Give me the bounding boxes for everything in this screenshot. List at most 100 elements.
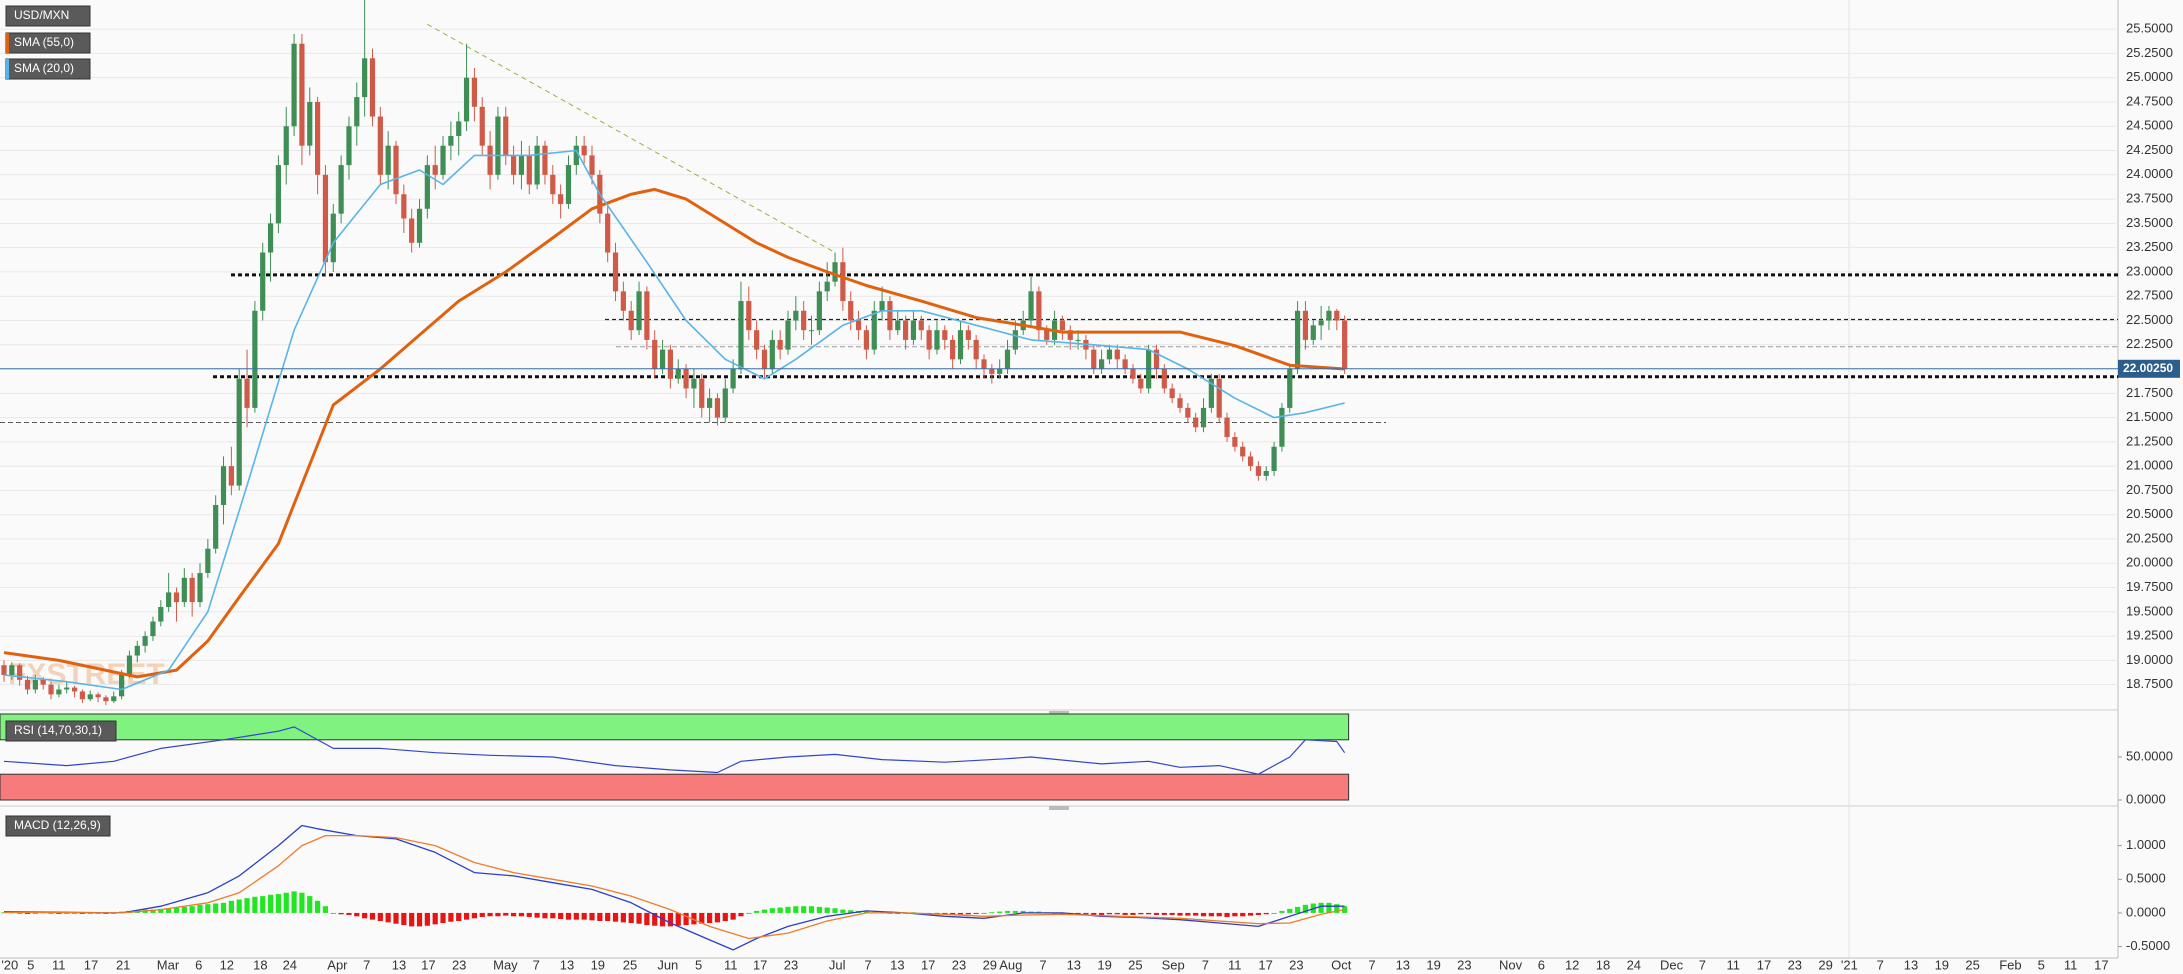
histogram-bar [1083, 912, 1089, 915]
x-tick-label: Feb [1999, 957, 2021, 972]
candle-body [1075, 339, 1081, 341]
candle-body [518, 155, 525, 175]
histogram-bar [511, 912, 517, 917]
candle-body [1, 665, 7, 675]
candle-body [605, 213, 611, 253]
histogram-bar [612, 912, 619, 922]
candle-body [1310, 325, 1316, 340]
candle-body [1302, 310, 1309, 340]
x-tick-label: 17 [421, 957, 435, 972]
histogram-bar [707, 912, 713, 924]
candle-body [534, 145, 540, 185]
candle-body [589, 155, 595, 175]
histogram-bar [1012, 910, 1018, 913]
histogram-bar [471, 912, 477, 919]
histogram-bar [989, 912, 995, 914]
candle-body [691, 378, 697, 389]
y-tick-label: 23.2500 [2126, 239, 2173, 254]
x-tick-label: Sep [1162, 957, 1185, 972]
y-tick-label: 24.0000 [2126, 166, 2173, 181]
histogram-bar [166, 908, 172, 913]
candle-body [330, 213, 336, 263]
candle-body [511, 155, 517, 175]
histogram-bar [79, 912, 85, 914]
candle-body [1263, 471, 1269, 476]
candle-body [644, 291, 650, 340]
candle-body [166, 592, 172, 607]
x-tick-label: 7 [1202, 957, 1209, 972]
histogram-bar [213, 903, 219, 913]
candle-body [581, 145, 587, 156]
candle-body [17, 665, 23, 680]
histogram-bar [777, 907, 783, 913]
candle-body [1200, 407, 1207, 428]
histogram-bar [950, 912, 956, 915]
legend-swatch [6, 59, 9, 79]
histogram-bar [173, 907, 180, 913]
candle-body [236, 378, 242, 486]
histogram-bar [1130, 912, 1136, 915]
histogram-bar [322, 906, 329, 913]
candle-body [1224, 417, 1230, 438]
candle-body [252, 310, 258, 408]
candle-body [64, 687, 70, 690]
candle-body [981, 359, 987, 370]
histogram-bar [730, 912, 736, 920]
candle-body [887, 301, 893, 331]
candle-body [612, 252, 619, 292]
resize-handle[interactable] [1049, 711, 1069, 715]
x-tick-label: 12 [1565, 957, 1579, 972]
x-tick-label: 5 [27, 957, 34, 972]
resize-handle[interactable] [1049, 806, 1069, 810]
candle-body [173, 592, 180, 603]
candle-body [1161, 369, 1167, 389]
histogram-bar [699, 912, 705, 924]
histogram-bar [518, 912, 525, 917]
legend-label: MACD (12,26,9) [14, 818, 101, 832]
x-tick-label: 24 [283, 957, 297, 972]
candle-body [714, 398, 721, 418]
indicator-line [3, 149, 1345, 691]
histogram-bar [1247, 912, 1254, 916]
histogram-bar [369, 912, 376, 920]
histogram-bar [1004, 910, 1011, 913]
x-tick-label: 5 [2038, 957, 2045, 972]
histogram-bar [848, 910, 854, 913]
candle-body [659, 349, 666, 370]
y-tick-label: 25.5000 [2126, 21, 2173, 36]
candle-body [299, 43, 305, 146]
histogram-bar [957, 912, 964, 915]
histogram-bar [95, 912, 101, 914]
histogram-bar [636, 912, 642, 924]
x-tick-label: 19 [591, 957, 605, 972]
candle-body [409, 218, 415, 243]
x-tick-label: 11 [52, 957, 66, 972]
x-tick-label: '21 [1841, 957, 1858, 972]
x-tick-label: 13 [1067, 957, 1081, 972]
candle-body [1255, 466, 1261, 476]
candle-body [1106, 349, 1113, 360]
histogram-bar [652, 912, 658, 926]
candle-body [244, 378, 250, 408]
histogram-bar [550, 912, 556, 919]
legend-box [5, 815, 111, 837]
histogram-bar [714, 912, 721, 923]
histogram-bar [565, 912, 572, 920]
histogram-bar [675, 912, 681, 926]
histogram-bar [691, 912, 697, 925]
histogram-bar [1287, 908, 1293, 913]
candle-body [150, 621, 156, 637]
candle-body [354, 97, 360, 127]
candle-body [424, 165, 430, 209]
candle-body [56, 689, 62, 695]
candle-body [338, 165, 344, 214]
y-tick-label: 23.7500 [2126, 191, 2173, 206]
candle-body [824, 281, 830, 292]
candle-body [730, 369, 736, 389]
histogram-bar [1208, 912, 1214, 917]
histogram-bar [228, 900, 234, 913]
histogram-bar [534, 912, 540, 918]
histogram-bar [965, 912, 971, 915]
candle-body [1177, 398, 1183, 408]
